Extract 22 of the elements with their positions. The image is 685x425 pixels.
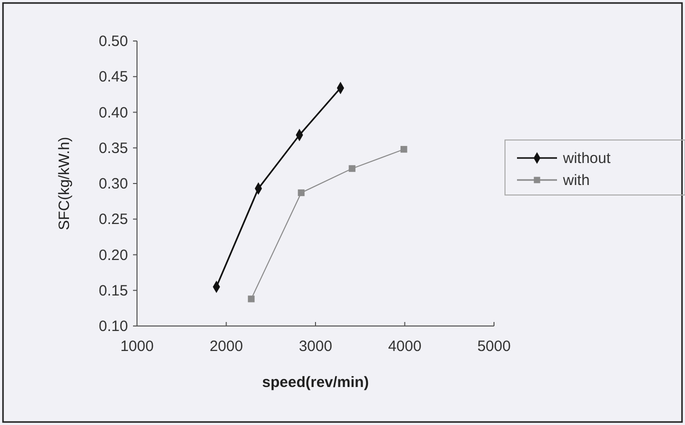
x-tick-label: 4000: [388, 338, 422, 355]
y-tick-label: 0.10: [98, 318, 128, 335]
y-tick-label: 0.45: [98, 68, 128, 86]
y-tick-label: 0.25: [98, 211, 128, 228]
point: [248, 296, 255, 302]
x-tick-label: 1000: [120, 338, 154, 355]
legend-label: without: [562, 150, 612, 167]
x-tick-label: 2000: [210, 338, 243, 355]
x-axis-title: speed(rev/min): [262, 374, 369, 391]
point: [348, 165, 356, 172]
y-tick-label: 0.40: [98, 104, 128, 122]
y-tick-label: 0.15: [98, 282, 128, 300]
y-tick-label: 0.20: [98, 246, 128, 264]
x-tick-label: 5000: [477, 338, 511, 355]
point: [298, 189, 305, 196]
y-axis-title: SFC(kg/kW.h): [56, 136, 73, 230]
x-tick-label: 3000: [298, 338, 332, 355]
y-tick-label: 0.30: [98, 176, 128, 192]
y-tick-label: 0.50: [98, 33, 128, 50]
legend-label: with: [562, 172, 590, 189]
y-tick-label: 0.35: [98, 140, 128, 157]
point: [400, 146, 408, 153]
